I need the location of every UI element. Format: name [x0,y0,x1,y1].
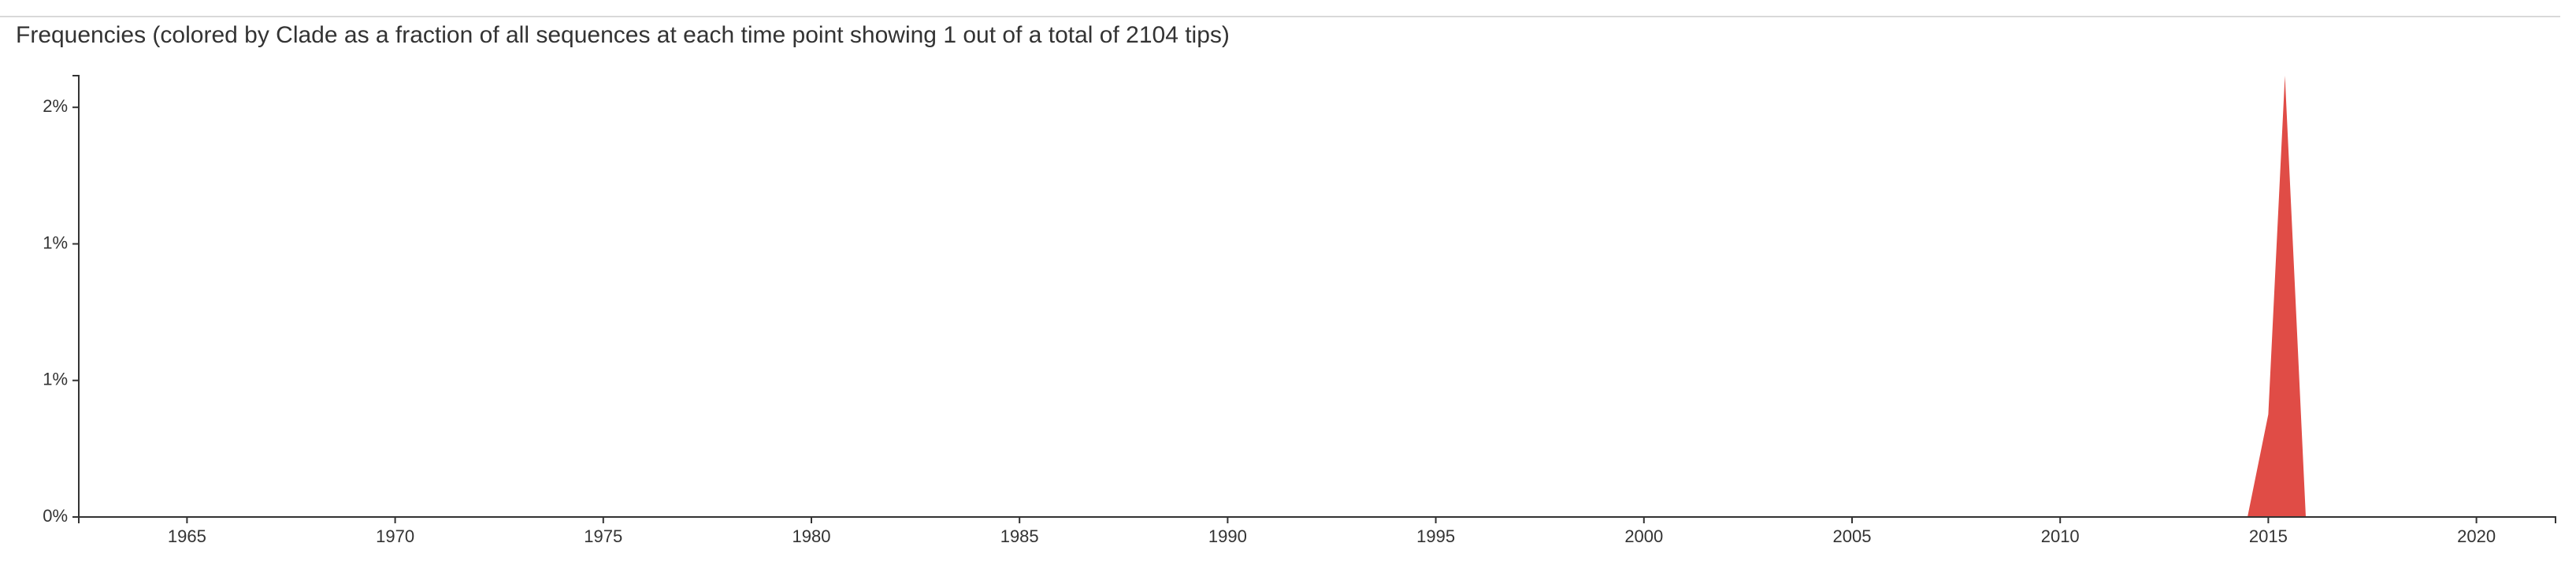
y-axis: 0% 1% 1% 2% [43,75,80,526]
y-tick-label: 0% [43,506,68,526]
x-axis: 1965 1970 1975 1980 1985 1990 1995 2000 2005 2010… [78,516,2556,546]
x-tick-label: 2020 [2457,526,2496,546]
top-divider [0,16,2560,17]
x-tick-label: 1975 [584,526,622,546]
chart-title: Frequencies (colored by Clade as a fract… [16,22,1230,48]
y-tick-label: 2% [43,96,68,116]
x-tick-label: 1995 [1416,526,1455,546]
x-tick-label: 1990 [1208,526,1247,546]
x-tick-label: 1980 [792,526,831,546]
x-tick-label: 2015 [2249,526,2288,546]
y-tick-label: 1% [43,370,68,389]
x-tick-label: 1965 [168,526,206,546]
x-tick-label: 2000 [1624,526,1663,546]
x-axis-line [78,516,2556,523]
frequency-areas [2248,76,2306,517]
y-axis-line [72,75,80,518]
x-tick-label: 1985 [1000,526,1039,546]
x-tick-label: 1970 [376,526,414,546]
y-tick-label: 1% [43,232,68,252]
x-tick-label: 2010 [2041,526,2080,546]
frequency-area-0[interactable] [2248,76,2306,517]
x-tick-label: 2005 [1833,526,1872,546]
